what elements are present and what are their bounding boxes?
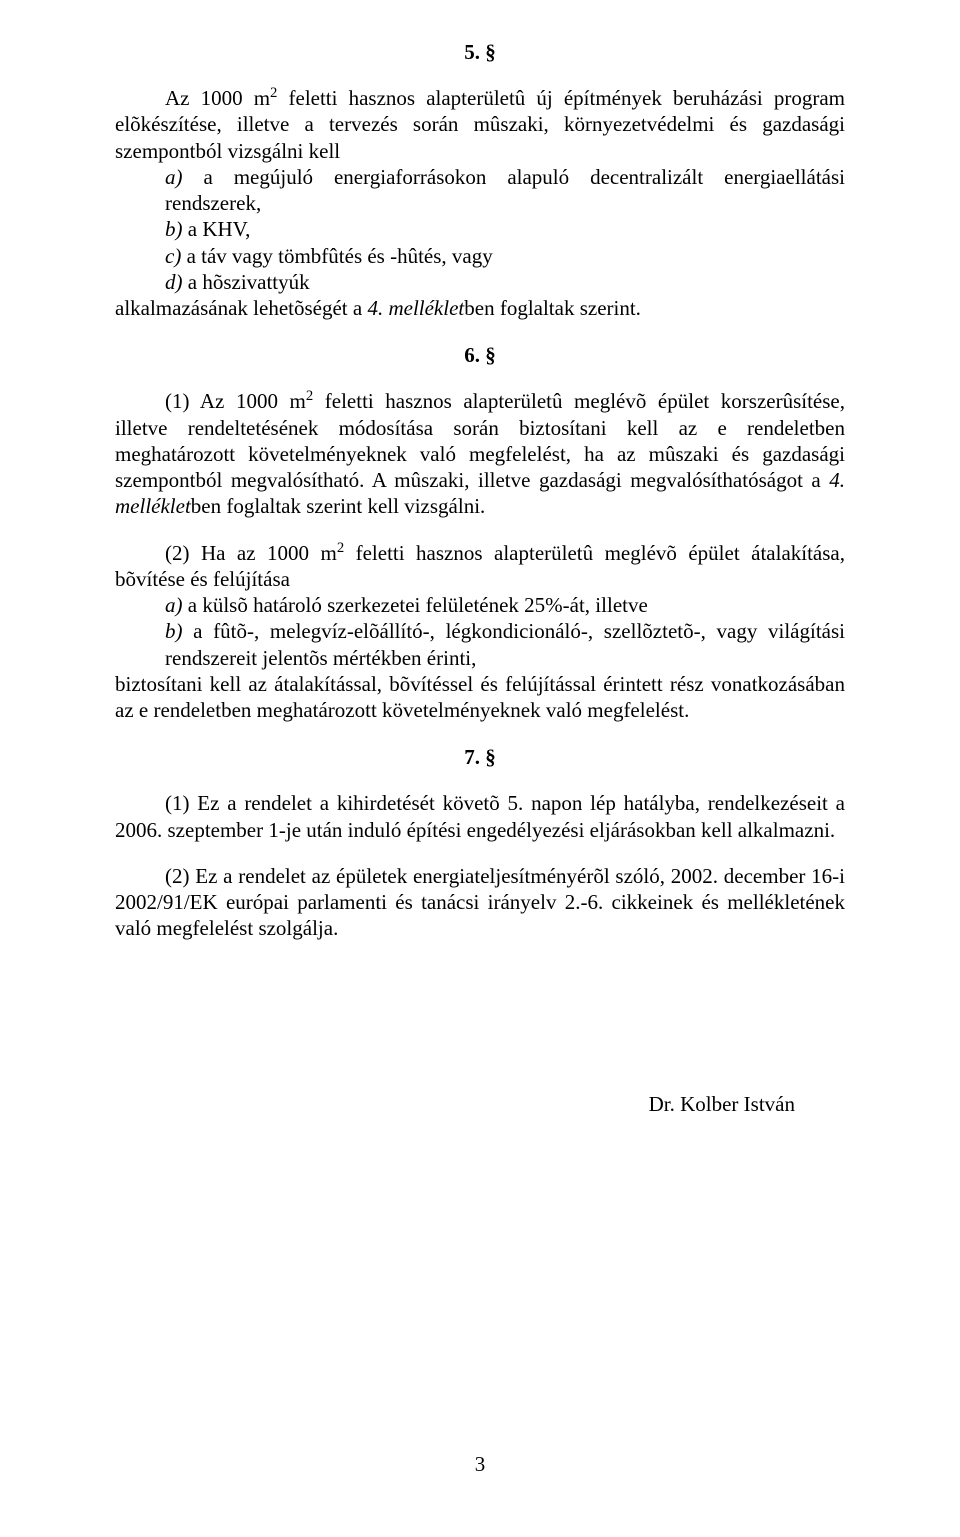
signature: Dr. Kolber István bbox=[115, 1092, 845, 1117]
section-5-title: 5. § bbox=[115, 40, 845, 65]
section-7-title: 7. § bbox=[115, 745, 845, 770]
section-7-p1: (1) Ez a rendelet a kihirdetését követõ … bbox=[115, 790, 845, 843]
section-6-p2-tail: biztosítani kell az átalakítással, bõvít… bbox=[115, 671, 845, 724]
section-5-item-c: c) a táv vagy tömbfûtés és -hûtés, vagy bbox=[115, 243, 845, 269]
section-6-p2-item-a: a) a külsõ határoló szerkezetei felületé… bbox=[115, 592, 845, 618]
section-5-intro: Az 1000 m2 feletti hasznos alapterületû … bbox=[115, 85, 845, 164]
section-6-p1: (1) Az 1000 m2 feletti hasznos alapterül… bbox=[115, 388, 845, 519]
section-6-title: 6. § bbox=[115, 343, 845, 368]
section-7-p2: (2) Ez a rendelet az épületek energiatel… bbox=[115, 863, 845, 942]
section-6-p2-intro: (2) Ha az 1000 m2 feletti hasznos alapte… bbox=[115, 540, 845, 593]
section-5-item-a: a) a megújuló energiaforrásokon alapuló … bbox=[115, 164, 845, 217]
document-page: 5. § Az 1000 m2 feletti hasznos alapterü… bbox=[0, 0, 960, 1537]
section-5-tail: alkalmazásának lehetõségét a 4. mellékle… bbox=[115, 295, 845, 321]
section-6-p2-item-b: b) a fûtõ-, melegvíz-elõállító-, légkond… bbox=[115, 618, 845, 671]
section-5-body: Az 1000 m2 feletti hasznos alapterületû … bbox=[115, 85, 845, 321]
section-5-item-b: b) a KHV, bbox=[115, 216, 845, 242]
section-5-item-d: d) a hõszivattyúk bbox=[115, 269, 845, 295]
section-6-p2: (2) Ha az 1000 m2 feletti hasznos alapte… bbox=[115, 540, 845, 724]
page-number: 3 bbox=[0, 1452, 960, 1477]
